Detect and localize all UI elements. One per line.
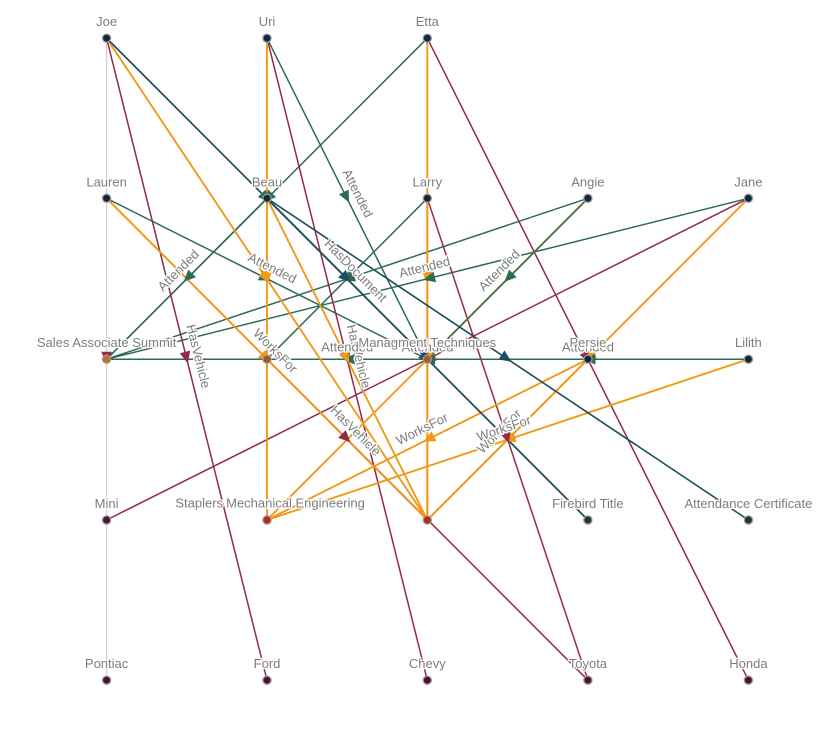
svg-text:Angie: Angie [571,174,604,189]
svg-text:Joe: Joe [96,14,117,29]
svg-text:Attended: Attended [321,340,373,355]
svg-text:Attendance Certificate: Attendance Certificate [684,496,812,511]
svg-text:Larry: Larry [412,174,442,189]
svg-text:Chevy: Chevy [409,656,446,671]
svg-text:Uri: Uri [259,14,276,29]
svg-text:Honda: Honda [729,656,768,671]
svg-text:Lauren: Lauren [86,174,126,189]
svg-text:Beau: Beau [252,174,282,189]
svg-text:Jane: Jane [734,174,762,189]
svg-text:Pontiac: Pontiac [85,656,129,671]
svg-text:Etta: Etta [416,14,440,29]
svg-text:Attended: Attended [562,340,614,355]
svg-text:Ford: Ford [254,656,281,671]
svg-text:Persie: Persie [569,335,606,350]
svg-text:Mechanical Engineering: Mechanical Engineering [226,496,365,511]
svg-text:Attended: Attended [401,340,453,355]
svg-text:Mini: Mini [95,496,119,511]
svg-text:Sales Associate Summit: Sales Associate Summit [37,335,177,350]
svg-text:Managment Techniques: Managment Techniques [358,335,496,350]
svg-text:Firebird Title: Firebird Title [552,496,624,511]
svg-text:Staplers: Staplers [175,496,223,511]
svg-text:Toyota: Toyota [569,656,608,671]
svg-text:Lilith: Lilith [735,335,762,350]
